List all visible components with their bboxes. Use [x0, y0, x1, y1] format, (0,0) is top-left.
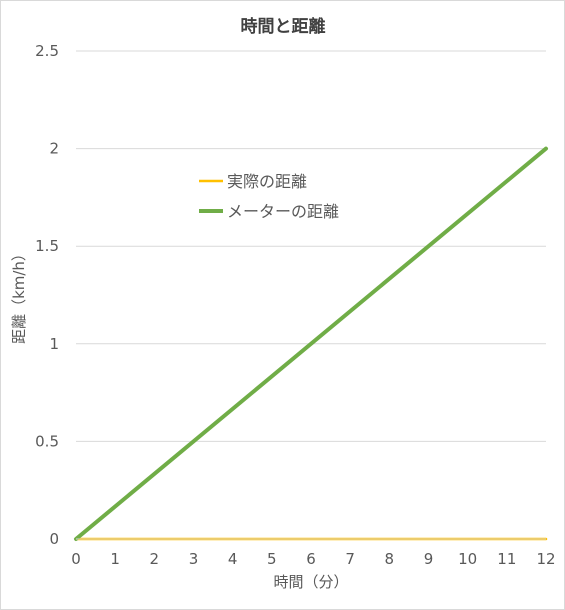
chart-title: 時間と距離	[241, 16, 326, 37]
x-tick-label-3: 3	[189, 550, 199, 568]
y-tick-label-4: 2	[49, 140, 59, 158]
x-tick-label-2: 2	[150, 550, 160, 568]
y-axis-ticks: 0 0.5 1 1.5 2 2.5	[35, 42, 59, 548]
x-axis-ticks: 0 1 2 3 4 5 6 7 8 9 10 11 12	[71, 550, 555, 568]
x-tick-label-9: 9	[424, 550, 434, 568]
gridlines	[76, 50, 546, 442]
x-axis-label: 時間（分）	[273, 573, 348, 591]
x-tick-label-11: 11	[497, 550, 516, 568]
x-tick-label-0: 0	[71, 550, 81, 568]
y-tick-label-3: 1.5	[35, 237, 59, 255]
legend-label-1: メーターの距離	[227, 202, 339, 221]
legend-label-0: 実際の距離	[227, 172, 307, 191]
x-tick-label-12: 12	[536, 550, 555, 568]
y-tick-label-0: 0	[49, 530, 59, 548]
series-line-1	[74, 146, 548, 541]
x-tick-label-5: 5	[267, 550, 277, 568]
y-tick-label-2: 1	[49, 335, 59, 353]
x-tick-label-1: 1	[110, 550, 120, 568]
y-axis-label: 距離（km/h）	[10, 246, 28, 344]
y-tick-label-5: 2.5	[35, 42, 59, 60]
x-tick-label-6: 6	[306, 550, 316, 568]
x-tick-label-8: 8	[385, 550, 395, 568]
x-tick-label-10: 10	[458, 550, 477, 568]
x-tick-label-4: 4	[228, 550, 238, 568]
x-tick-label-7: 7	[345, 550, 355, 568]
y-tick-label-1: 0.5	[35, 432, 59, 450]
